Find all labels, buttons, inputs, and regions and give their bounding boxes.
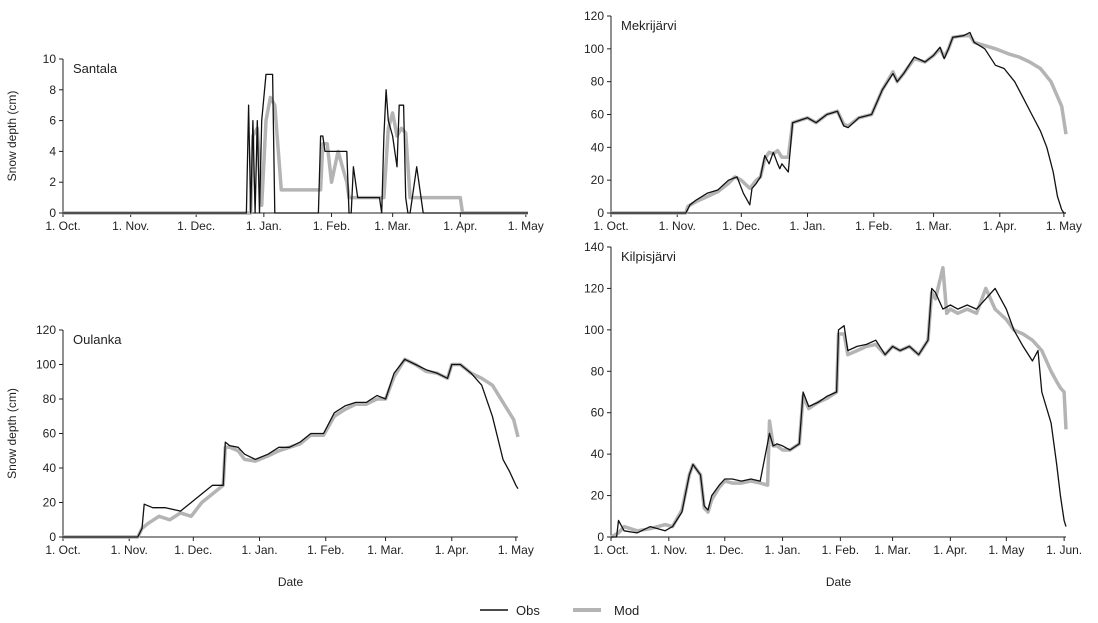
y-axis-label: Snow depth (cm) xyxy=(5,388,19,479)
panel-2: 0 20 40 60 80 100 120 1. Oct. 1. Nov. 1. Dec. 1. J… xyxy=(5,323,534,589)
x-tick-label: 1. Feb. xyxy=(313,219,350,233)
obs-series-line xyxy=(63,73,528,214)
x-tick-label: 1. Nov. xyxy=(112,219,149,233)
obs-series-line xyxy=(611,31,1066,214)
y-tick-label: 2 xyxy=(49,175,56,189)
mod-series-line xyxy=(63,357,520,539)
y-tick-label: 10 xyxy=(43,52,57,66)
y-tick-label: 0 xyxy=(49,530,56,544)
x-tick-label: 1. Apr. xyxy=(983,219,1017,233)
x-tick-label: 1. Apr. xyxy=(435,543,469,557)
y-tick-label: 40 xyxy=(43,461,57,475)
panel-0: 0 2 4 6 8 10 1. Oct. 1. Nov. 1. Dec. 1. Jan. 1. Fe… xyxy=(5,52,544,233)
legend-mod-label: Mod xyxy=(614,603,639,618)
y-axis-label: Snow depth (cm) xyxy=(5,91,19,182)
mod-series-line xyxy=(610,265,1068,539)
y-tick-label: 80 xyxy=(43,392,57,406)
x-tick-label: 1. May xyxy=(508,219,544,233)
y-tick-label: 6 xyxy=(49,114,56,128)
y-tick-label: 4 xyxy=(49,144,56,158)
x-tick-label: 1. Oct. xyxy=(593,543,628,557)
y-tick-label: 20 xyxy=(591,173,605,187)
panel-title: Mekrijärvi xyxy=(621,18,677,33)
x-tick-label: 1. Jan. xyxy=(790,219,826,233)
legend-obs-label: Obs xyxy=(516,603,540,618)
x-tick-label: 1. Oct. xyxy=(45,543,80,557)
y-tick-label: 20 xyxy=(591,489,605,503)
y-tick-label: 140 xyxy=(584,240,604,254)
y-tick-label: 0 xyxy=(597,206,604,220)
x-tick-label: 1. Mar. xyxy=(874,543,911,557)
y-tick-label: 100 xyxy=(584,323,604,337)
y-tick-label: 40 xyxy=(591,140,605,154)
panel-title: Santala xyxy=(73,61,118,76)
y-tick-label: 80 xyxy=(591,364,605,378)
x-tick-label: 1. Nov. xyxy=(659,219,696,233)
mod-series-line xyxy=(63,95,528,215)
x-tick-label: 1. Mar. xyxy=(374,219,411,233)
x-tick-label: 1. Feb. xyxy=(855,219,892,233)
x-tick-label: 1. Dec. xyxy=(174,543,212,557)
x-tick-label: 1. Dec. xyxy=(722,219,760,233)
y-tick-label: 0 xyxy=(49,206,56,220)
mod-series-line xyxy=(611,33,1068,215)
x-tick-label: 1. Dec. xyxy=(177,219,215,233)
x-tick-label: 1. Mar. xyxy=(915,219,952,233)
y-tick-label: 60 xyxy=(591,406,605,420)
y-tick-label: 120 xyxy=(584,9,604,23)
y-tick-label: 100 xyxy=(584,42,604,56)
panel-3: 0 20 40 60 80 100 120 140 1. Oct. 1. Nov. 1. Dec. 1… xyxy=(584,240,1082,589)
y-tick-label: 60 xyxy=(43,427,57,441)
x-tick-label: 1. May xyxy=(1046,219,1082,233)
x-tick-label: 1. Apr. xyxy=(443,219,477,233)
x-tick-label: 1. Jan. xyxy=(246,219,282,233)
panel-title: Oulanka xyxy=(73,332,122,347)
x-tick-label: 1. Dec. xyxy=(706,543,744,557)
y-tick-label: 120 xyxy=(36,323,56,337)
panel-1: 0 20 40 60 80 100 120 1. Oct. 1. Nov. 1. Dec. 1. J… xyxy=(584,9,1082,233)
y-tick-label: 0 xyxy=(597,530,604,544)
x-tick-label: 1. Jun. xyxy=(1046,543,1082,557)
legend: Obs Mod xyxy=(480,603,639,618)
obs-series-line xyxy=(63,358,519,538)
panel-title: Kilpisjärvi xyxy=(621,249,676,264)
x-tick-label: 1. Feb. xyxy=(307,543,344,557)
x-tick-label: 1. Feb. xyxy=(822,543,859,557)
x-axis-label: Date xyxy=(826,575,852,589)
x-tick-label: 1. May xyxy=(988,543,1024,557)
x-axis-label: Date xyxy=(278,575,304,589)
x-tick-label: 1. Jan. xyxy=(765,543,801,557)
y-tick-label: 80 xyxy=(591,75,605,89)
y-tick-label: 120 xyxy=(584,281,604,295)
chart-panels: 0 2 4 6 8 10 1. Oct. 1. Nov. 1. Dec. 1. Jan. 1. Fe… xyxy=(5,9,1082,589)
y-tick-label: 20 xyxy=(43,496,57,510)
x-tick-label: 1. Apr. xyxy=(933,543,967,557)
y-tick-label: 8 xyxy=(49,83,56,97)
obs-series-line xyxy=(611,287,1067,538)
x-tick-label: 1. Oct. xyxy=(45,219,80,233)
y-tick-label: 60 xyxy=(591,108,605,122)
x-tick-label: 1. May xyxy=(498,543,534,557)
x-tick-label: 1. Nov. xyxy=(650,543,687,557)
x-tick-label: 1. Mar. xyxy=(367,543,404,557)
y-tick-label: 40 xyxy=(591,447,605,461)
x-tick-label: 1. Nov. xyxy=(111,543,148,557)
y-tick-label: 100 xyxy=(36,358,56,372)
x-tick-label: 1. Oct. xyxy=(593,219,628,233)
x-tick-label: 1. Jan. xyxy=(242,543,278,557)
